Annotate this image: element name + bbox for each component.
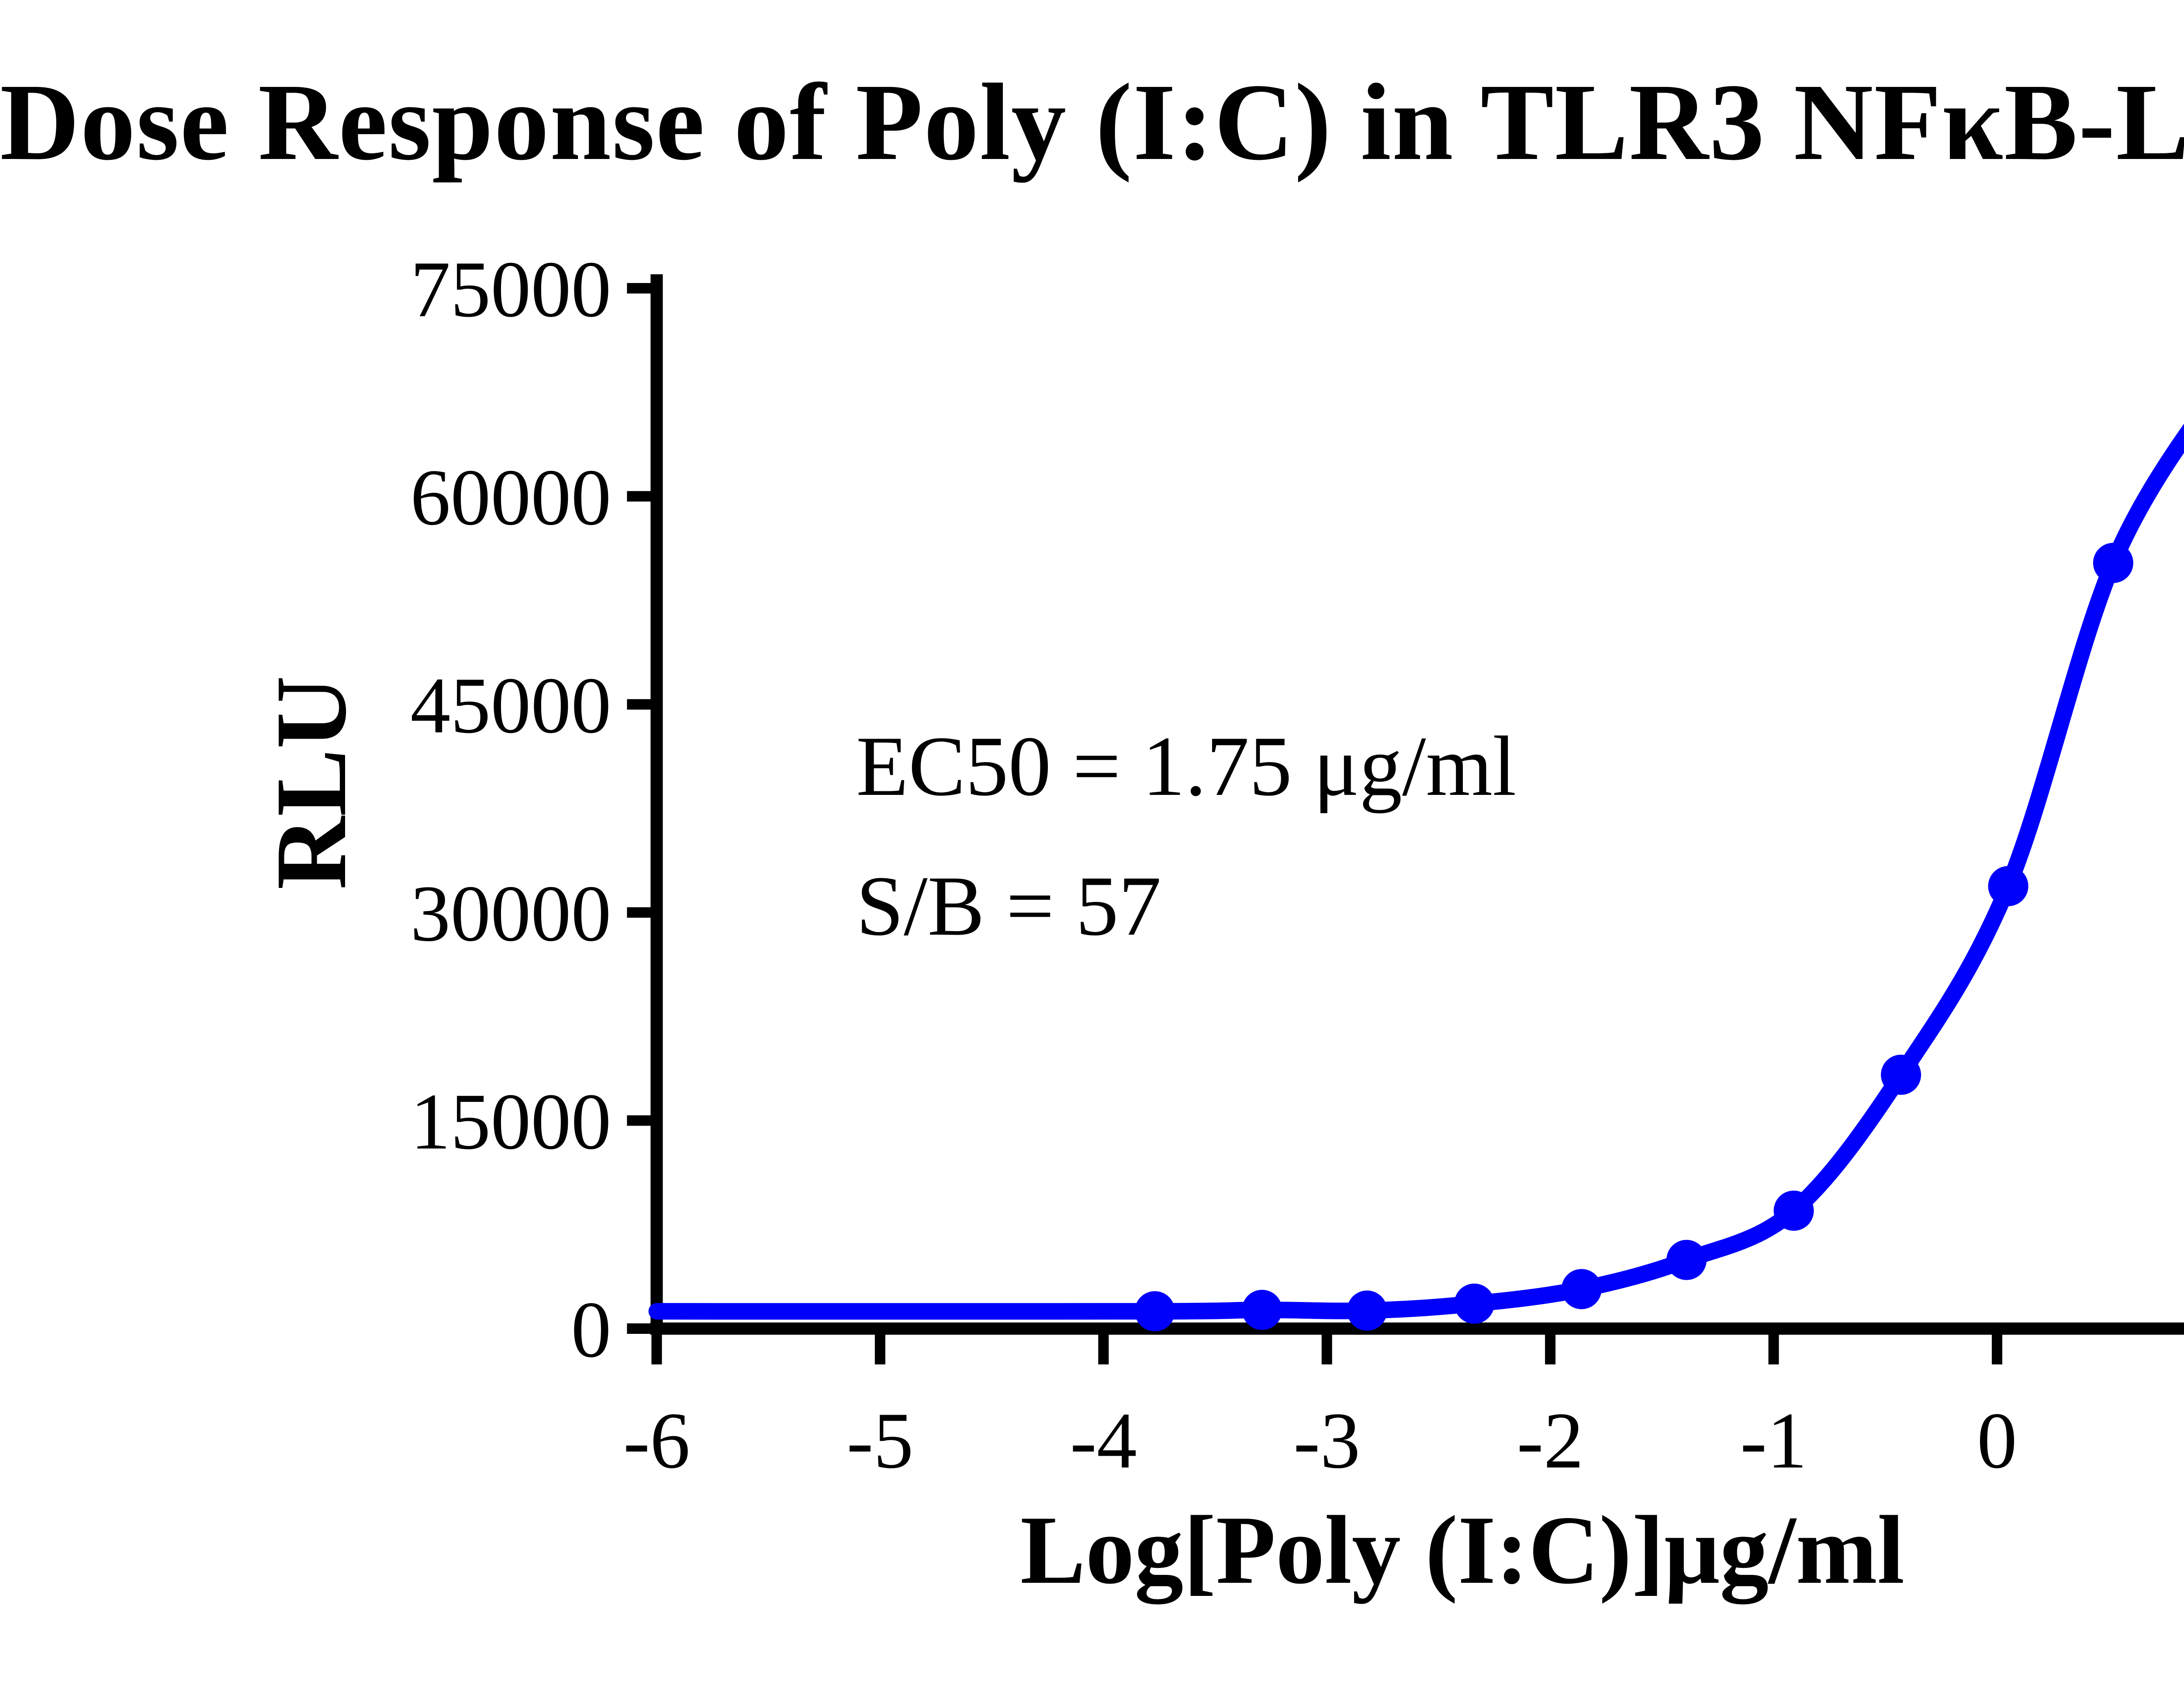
x-tick-label: -5 — [847, 1396, 913, 1485]
annotation-ec50: EC50 = 1.75 μg/ml — [856, 718, 1517, 814]
x-tick-label: -2 — [1517, 1396, 1583, 1485]
data-point — [1454, 1283, 1495, 1324]
dose-response-curve — [648, 423, 2184, 1320]
y-tick-label: 30000 — [410, 869, 611, 958]
y-tick-label: 15000 — [410, 1077, 611, 1166]
y-tick-label: 75000 — [410, 245, 611, 334]
x-tick-label: -6 — [623, 1396, 690, 1485]
x-tick-label: -1 — [1740, 1396, 1807, 1485]
x-tick-label: 0 — [1977, 1396, 2017, 1485]
data-point — [1666, 1240, 1707, 1280]
annotation-sb: S/B = 57 — [856, 858, 1161, 954]
data-point — [1881, 1054, 1921, 1095]
data-point — [1242, 1290, 1282, 1330]
x-axis-label: Log[Poly (I:C)]μg/ml — [1020, 1497, 1905, 1606]
y-tick-label: 45000 — [410, 661, 611, 750]
x-tick-label: -4 — [1070, 1396, 1137, 1485]
y-tick-label: 60000 — [410, 452, 611, 542]
y-axis-label: RLU — [254, 676, 368, 890]
data-point — [1773, 1191, 1814, 1231]
x-tick-label: -3 — [1293, 1396, 1360, 1485]
data-point — [1134, 1291, 1175, 1332]
y-tick-label: 0 — [571, 1285, 611, 1374]
data-point — [1561, 1269, 1602, 1309]
data-point — [1988, 866, 2028, 906]
data-point — [2093, 542, 2133, 583]
data-point — [1347, 1290, 1387, 1331]
chart-title: Dose Response of Poly (I:C) in TLR3 NFκB… — [0, 61, 2184, 183]
